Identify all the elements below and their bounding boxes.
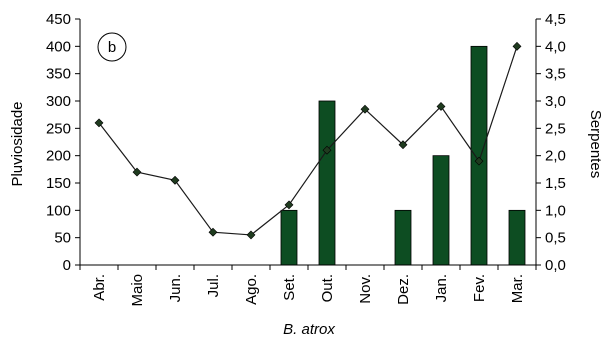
- line-point: [436, 102, 446, 111]
- line-point: [132, 167, 142, 177]
- panel-label: b: [108, 39, 116, 56]
- line-series: [94, 41, 522, 240]
- bar: [432, 155, 450, 266]
- left-tick-label: 100: [46, 202, 71, 219]
- x-tick-label: Jan.: [433, 274, 450, 302]
- right-tick-label: 1,5: [545, 175, 566, 192]
- right-tick-label: 0,0: [545, 257, 566, 274]
- left-tick-label: 450: [46, 11, 71, 28]
- x-tick-label: Jun.: [167, 274, 184, 302]
- right-tick-label: 4,0: [545, 38, 566, 55]
- left-tick-label: 50: [54, 230, 71, 247]
- line-point: [512, 41, 522, 51]
- line-point: [398, 140, 408, 150]
- bar: [394, 209, 412, 266]
- x-tick-label: Fev.: [471, 274, 488, 302]
- right-tick-label: 3,5: [545, 66, 566, 83]
- bar: [508, 209, 526, 266]
- line-point: [170, 175, 180, 185]
- right-tick-label: 1,0: [545, 202, 566, 219]
- left-axis-ticks: 0 50 100 150 200 250 300 350 400 450: [46, 11, 80, 274]
- x-tick-label: Dez.: [395, 274, 412, 305]
- x-tick-label: Mar.: [509, 274, 526, 303]
- line-point: [360, 104, 370, 114]
- bar: [318, 100, 336, 266]
- right-tick-label: 0,5: [545, 230, 566, 247]
- left-tick-label: 400: [46, 38, 71, 55]
- x-tick-label: Jul.: [205, 274, 222, 297]
- left-tick-label: 150: [46, 175, 71, 192]
- line-point: [322, 145, 332, 155]
- bar-series: [280, 45, 526, 266]
- line-point: [284, 200, 294, 210]
- series-line: [98, 46, 518, 236]
- bar: [280, 209, 298, 266]
- x-axis-ticks: Abr. Maio Jun. Jul. Ago. Set. Out. Nov. Dez. Jan.…: [79, 265, 537, 307]
- right-tick-label: 3,0: [545, 93, 566, 110]
- line-point: [208, 227, 218, 237]
- x-tick-label: Set.: [281, 274, 298, 301]
- axes: [79, 19, 537, 266]
- right-axis-ticks: 0,0 0,5 1,0 1,5 2,0 2,5 3,0 3,5 4,0 4,5: [536, 11, 566, 274]
- x-tick-label: Out.: [319, 274, 336, 302]
- panel-label-group: b: [97, 32, 127, 62]
- right-tick-label: 4,5: [545, 11, 566, 28]
- left-tick-label: 200: [46, 148, 71, 165]
- line-point: [474, 156, 484, 166]
- left-tick-label: 250: [46, 120, 71, 137]
- bar: [470, 45, 488, 266]
- x-tick-label: Nov.: [357, 274, 374, 304]
- x-tick-label: Abr.: [91, 274, 108, 301]
- right-tick-label: 2,0: [545, 148, 566, 165]
- right-tick-label: 2,5: [545, 120, 566, 137]
- left-axis-title: Pluviosidade: [9, 101, 26, 186]
- left-tick-label: 350: [46, 66, 71, 83]
- left-tick-label: 0: [63, 257, 71, 274]
- right-axis-title: Serpentes: [587, 110, 604, 178]
- x-tick-label: Ago.: [243, 274, 260, 305]
- line-point: [246, 230, 256, 240]
- x-tick-label: Maio: [129, 274, 146, 307]
- line-point: [94, 118, 104, 128]
- left-tick-label: 300: [46, 93, 71, 110]
- x-axis-title: B. atrox: [283, 321, 335, 338]
- panel-label-circle: [97, 32, 127, 62]
